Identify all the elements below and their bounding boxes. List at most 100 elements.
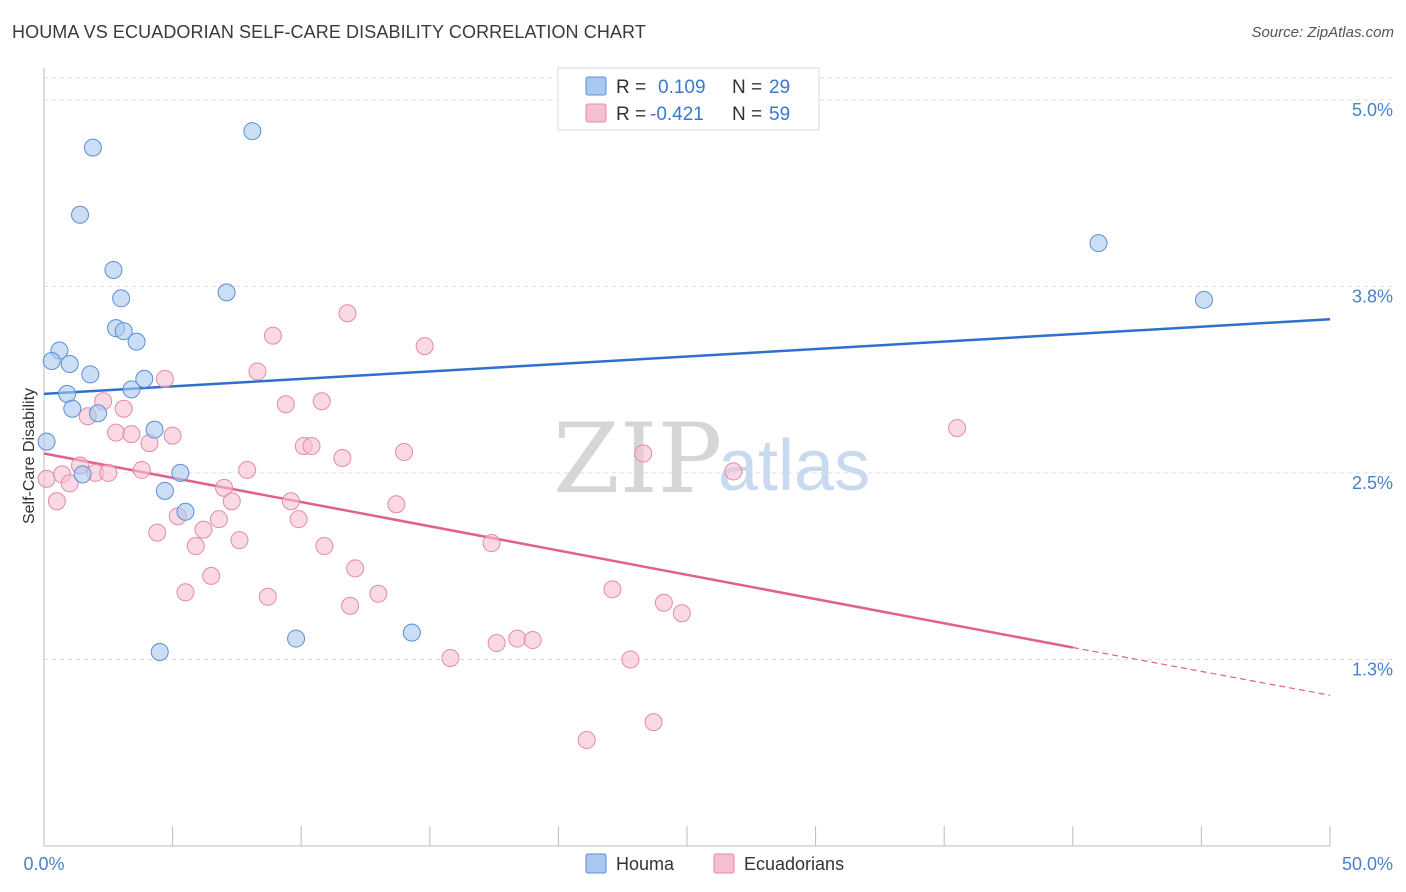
ecuadorians-point [230,531,249,550]
ecuadorians-point [644,713,663,732]
axes [43,68,1331,847]
ecuadorians-point [338,304,357,323]
data-points [37,122,1213,750]
bottom-legend-houma: Houma [616,854,675,874]
houma-point [71,205,90,224]
legend-n-value: 59 [769,104,790,125]
ecuadorians-point [209,510,228,529]
houma-point [127,332,146,351]
legend-swatch-ecuadorians [585,103,607,123]
ecuadorians-point [948,419,967,438]
houma-point [1089,234,1108,253]
y-tick-label: 5.0% [1352,100,1393,120]
houma-point [135,369,154,388]
ecuadorians-point [482,534,501,553]
ecuadorians-point [276,395,295,414]
ecuadorians-point [281,492,300,511]
chart-title: HOUMA VS ECUADORIAN SELF-CARE DISABILITY… [12,22,646,42]
ecuadorians-point [155,369,174,388]
ecuadorians-point [248,362,267,381]
y-tick-label: 1.3% [1352,659,1393,679]
ecuadorians-point [621,650,640,669]
legend-r-label: R = [616,77,646,98]
y-tick-labels: 1.3% 2.5% 3.8% 5.0% [1352,100,1393,680]
ecuadorians-point [194,520,213,539]
grid-lines [44,77,1392,660]
ecuadorians-point [37,469,56,488]
houma-point [42,352,61,370]
houma-point [89,404,108,423]
ecuadorians-point [215,478,234,497]
ecuadorians-point [114,399,133,418]
houma-point [112,289,131,308]
houma-point [217,283,236,302]
ecuadorians-point [387,495,406,514]
houma-point [73,465,92,484]
y-tick-label: 2.5% [1352,473,1393,493]
ecuadorians-point [47,492,66,511]
ecuadorians-point [395,443,414,462]
houma-point [63,399,82,418]
y-tick-label: 3.8% [1352,286,1393,306]
ecuadorians-point [258,587,277,606]
ecuadorians-point [176,583,195,602]
ecuadorians-point [577,731,596,750]
ecuadorians-point [523,631,542,650]
ecuadorians-point [724,462,743,481]
ecuadorians-point [634,444,653,463]
watermark: ZIP atlas [553,403,870,515]
ecuadorians-point [333,449,352,467]
ecuadorians-point [415,337,434,356]
ecuadorians-point [263,326,282,345]
houma-point [145,420,164,439]
houma-point [150,643,169,661]
source-label: Source: ZipAtlas.com [1251,24,1394,41]
x-tick-label: 50.0% [1342,854,1393,874]
x-tick-labels: 0.0% 50.0% [23,854,1393,874]
bottom-legend-swatch-houma [585,853,607,874]
houma-trend-line [43,317,1331,396]
ecuadorians-point [186,537,205,556]
ecuadorians-point [60,474,79,493]
houma-point [37,432,56,451]
houma-point [58,384,77,403]
ecuadorians-point [312,392,331,411]
watermark-atlas: atlas [718,426,870,506]
ecuadorians-point [99,463,118,482]
houma-point [402,623,421,642]
houma-point [171,463,190,482]
ecuadorians-point [603,580,622,599]
ecuadorians-point [132,460,151,479]
legend-r-label: R = [616,104,646,125]
ecuadorians-point [122,425,141,444]
ecuadorians-point [369,584,388,603]
legend-r-value: -0.421 [650,104,704,125]
houma-point [287,629,306,648]
houma-point [83,138,102,157]
ecuadorians-point [654,593,673,612]
legend-n-value: 29 [769,77,790,98]
ecuadorians-point [163,426,182,445]
houma-point [104,260,123,279]
houma-point [1194,290,1213,309]
ecuadorians-trend-extension [1072,646,1331,696]
ecuadorians-point [222,492,241,511]
y-axis-title: Self-Care Disability [21,388,38,524]
ecuadorians-point [148,523,167,542]
houma-point [122,380,141,399]
bottom-legend-swatch-ecuadorians [713,853,735,874]
ecuadorians-point [289,510,308,529]
ecuadorians-point [341,596,360,615]
houma-point [243,122,262,141]
houma-point [155,481,174,500]
ecuadorians-point [107,423,126,442]
x-tick-label: 0.0% [23,854,64,874]
houma-point [60,354,79,373]
ecuadorians-point [238,460,257,479]
ecuadorians-point [346,559,365,578]
ecuadorians-point [202,566,221,585]
ecuadorians-point [487,634,506,653]
legend-n-label: N = [732,77,762,98]
houma-point [176,502,195,521]
